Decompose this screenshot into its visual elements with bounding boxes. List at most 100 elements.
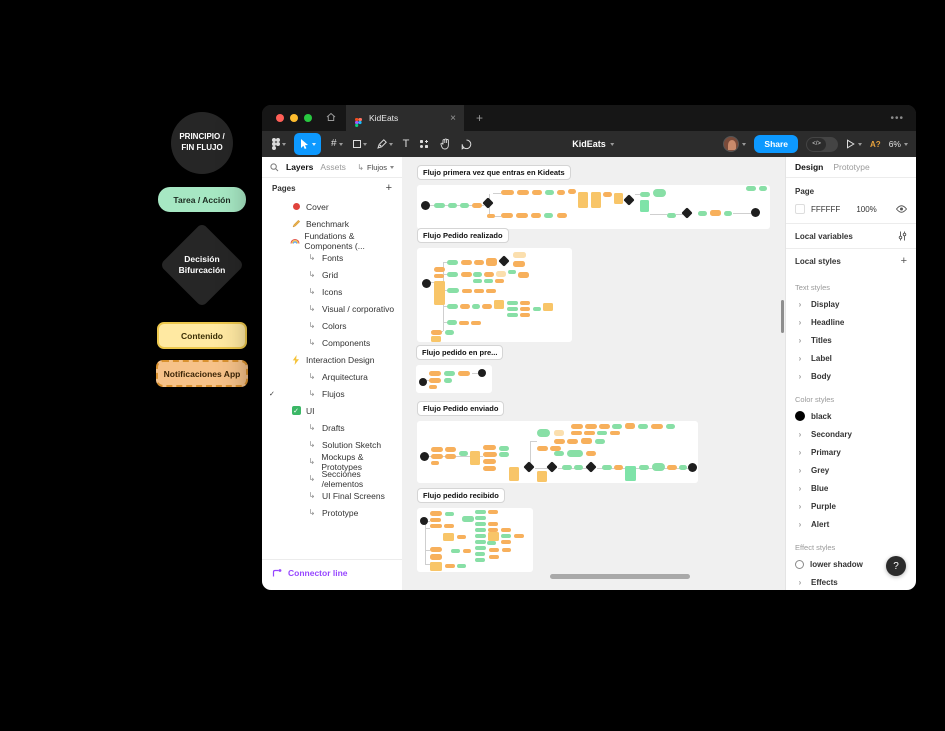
flow-node[interactable]	[586, 451, 596, 456]
flow-node[interactable]	[520, 313, 530, 317]
flow-node[interactable]	[488, 510, 498, 514]
main-menu-button[interactable]	[272, 133, 286, 155]
flow-node[interactable]	[557, 190, 565, 195]
flow-node[interactable]	[434, 274, 444, 278]
avatar-menu[interactable]	[723, 136, 747, 152]
dev-mode-toggle[interactable]: </>	[806, 136, 839, 152]
page-color-hex[interactable]: FFFFFF	[811, 204, 841, 214]
sidebar-page-grid[interactable]: ↳ Grid	[262, 266, 402, 283]
flow-node[interactable]	[484, 272, 494, 277]
flow-node[interactable]	[537, 429, 550, 437]
flow-node[interactable]	[471, 321, 481, 325]
flow-node[interactable]	[451, 549, 460, 553]
flow-node[interactable]	[430, 524, 442, 528]
flow-node[interactable]	[447, 260, 458, 265]
flow-title-1[interactable]: Flujo Pedido realizado	[417, 228, 509, 243]
page-color-row[interactable]: FFFFFF 100%	[786, 200, 916, 218]
flow-node[interactable]	[489, 555, 499, 559]
connector-line-tool[interactable]: Connector line	[262, 559, 402, 578]
flow-node[interactable]	[498, 255, 510, 267]
flow-node[interactable]	[475, 516, 486, 520]
flow-node[interactable]	[546, 461, 558, 473]
flow-node[interactable]	[429, 378, 441, 383]
chevron-right-icon[interactable]: ›	[798, 501, 802, 511]
color-style-black[interactable]: black	[786, 407, 916, 425]
flow-node[interactable]	[431, 461, 439, 465]
flow-node[interactable]	[585, 461, 597, 473]
color-style-primary[interactable]: › Primary	[786, 443, 916, 461]
flow-node[interactable]	[502, 548, 511, 552]
flow-node[interactable]	[667, 213, 676, 218]
flow-node[interactable]	[460, 304, 470, 309]
flow-node[interactable]	[447, 272, 458, 277]
hand-tool-button[interactable]	[440, 133, 451, 155]
move-tool-button[interactable]	[294, 133, 321, 155]
flow-node[interactable]	[614, 465, 623, 470]
flow-node[interactable]	[507, 313, 518, 317]
flow-title-2[interactable]: Flujo pedido en pre...	[416, 345, 504, 360]
text-style-headline[interactable]: › Headline	[786, 313, 916, 331]
flow-node[interactable]	[430, 547, 442, 552]
search-icon[interactable]	[270, 162, 279, 172]
flow-node[interactable]	[457, 564, 466, 568]
beta-badge[interactable]: A?	[870, 139, 881, 149]
flow-node[interactable]	[458, 371, 470, 376]
flow-node[interactable]	[419, 378, 427, 386]
resources-button[interactable]	[419, 133, 430, 155]
flow-node[interactable]	[554, 430, 564, 436]
add-style-button[interactable]: +	[900, 255, 907, 267]
flow-node[interactable]	[724, 211, 732, 216]
flow-node[interactable]	[625, 466, 636, 481]
flow-node[interactable]	[625, 423, 635, 429]
flow-node[interactable]	[473, 279, 482, 283]
chevron-right-icon[interactable]: ›	[798, 299, 802, 309]
help-button[interactable]: ?	[886, 556, 906, 576]
present-button[interactable]	[846, 139, 863, 149]
flow-node[interactable]	[499, 446, 509, 451]
flow-node[interactable]	[445, 330, 454, 335]
flow-node[interactable]	[514, 534, 524, 538]
flow-section-2[interactable]	[416, 365, 492, 393]
flow-node[interactable]	[487, 214, 495, 218]
flow-node[interactable]	[483, 445, 496, 450]
flow-node[interactable]	[430, 554, 442, 560]
flow-node[interactable]	[513, 261, 525, 267]
flow-node[interactable]	[483, 452, 497, 457]
sidebar-page-arquitectura[interactable]: ↳ Arquitectura	[262, 368, 402, 385]
flow-node[interactable]	[557, 213, 567, 218]
flow-node[interactable]	[533, 307, 541, 311]
sidebar-page-drafts[interactable]: ↳ Drafts	[262, 419, 402, 436]
flow-node[interactable]	[545, 190, 554, 195]
flow-node[interactable]	[531, 213, 541, 218]
flow-node[interactable]	[507, 307, 518, 311]
flow-node[interactable]	[430, 511, 442, 516]
text-tool-button[interactable]: T	[403, 133, 410, 155]
sidebar-page-cover[interactable]: Cover	[262, 198, 402, 215]
flow-node[interactable]	[571, 431, 582, 435]
effect-style-lower-shadow[interactable]: lower shadow	[786, 555, 916, 573]
tab-layers[interactable]: Layers	[286, 162, 314, 172]
flow-node[interactable]	[474, 289, 484, 293]
flow-node[interactable]	[501, 190, 514, 195]
flow-node[interactable]	[447, 304, 458, 309]
close-window-button[interactable]	[276, 114, 284, 122]
flow-node[interactable]	[475, 540, 486, 544]
flow-section-3[interactable]	[417, 421, 698, 483]
flow-node[interactable]	[430, 562, 442, 571]
vertical-scrollbar[interactable]	[781, 300, 784, 333]
flow-node[interactable]	[447, 320, 457, 325]
flow-node[interactable]	[460, 203, 469, 208]
flow-node[interactable]	[638, 424, 648, 429]
page-opacity[interactable]: 100%	[856, 204, 877, 214]
flow-node[interactable]	[447, 288, 459, 293]
flow-node[interactable]	[520, 307, 530, 311]
flow-node[interactable]	[444, 378, 452, 383]
flow-node[interactable]	[501, 540, 511, 544]
color-style-purple[interactable]: › Purple	[786, 497, 916, 515]
flow-title-3[interactable]: Flujo Pedido enviado	[417, 401, 505, 416]
sidebar-page-prototype[interactable]: ↳ Prototype	[262, 504, 402, 521]
text-style-label[interactable]: › Label	[786, 349, 916, 367]
text-style-display[interactable]: › Display	[786, 295, 916, 313]
sidebar-page-mockups-prototypes[interactable]: ↳ Mockups & Prototypes	[262, 452, 402, 472]
flow-node[interactable]	[759, 186, 767, 191]
